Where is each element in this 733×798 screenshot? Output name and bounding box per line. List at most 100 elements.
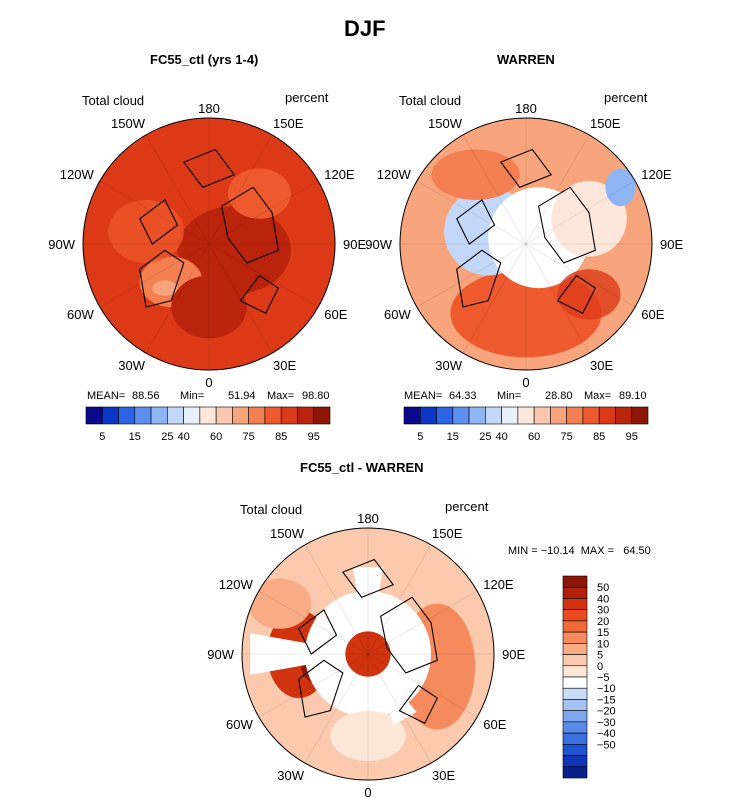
colorbar-box: [101, 406, 119, 425]
panel1-variable-label: Total cloud: [82, 93, 145, 108]
panel1-mean-label: MEAN=: [87, 390, 126, 402]
lon-label-120E: 120E: [483, 577, 514, 592]
panel2-max-label: Max=: [584, 390, 612, 402]
meridian: [525, 180, 636, 245]
lon-label-120W: 120W: [377, 167, 412, 182]
colorbar-tick-label: 5: [417, 431, 423, 443]
colorbar-box: [562, 586, 588, 599]
colorbar-box: [452, 406, 470, 425]
colorbar-box: [562, 687, 588, 700]
colorbar-box: [134, 406, 152, 425]
meridian: [208, 243, 319, 308]
colorbar-box: [264, 406, 282, 425]
panel1-min-value: 51.94: [228, 390, 256, 402]
lon-label-90W: 90W: [207, 647, 234, 662]
field-region: [177, 206, 291, 295]
colorbar-box: [436, 406, 454, 425]
colorbar-box: [562, 609, 588, 622]
colorbar-tick-label: 85: [275, 431, 287, 443]
coastline: [537, 186, 596, 264]
colorbar-tick-label: 10: [597, 638, 609, 650]
field-region: [227, 168, 291, 219]
lon-label-120W: 120W: [60, 167, 95, 182]
meridian: [208, 180, 319, 245]
coastline: [499, 148, 553, 188]
colorbar-tick-label: 30: [597, 605, 609, 617]
colorbar-box: [562, 631, 588, 644]
colorbar-tick-label: 20: [597, 616, 609, 628]
colorbar-box: [85, 406, 103, 425]
colorbar-tick-label: 15: [447, 431, 459, 443]
colorbar-box: [118, 406, 136, 425]
colorbar-box: [562, 598, 588, 610]
lon-label-90W: 90W: [365, 237, 392, 252]
colorbar-box: [183, 406, 201, 425]
colorbar-box: [550, 406, 567, 425]
panel3-field: [242, 528, 494, 780]
colorbar-box: [501, 406, 519, 425]
panel2-field: [400, 118, 652, 370]
colorbar-tick-label: −5: [597, 672, 610, 684]
colorbar-box: [403, 406, 421, 425]
lon-label-150E: 150E: [273, 116, 304, 131]
panel1-max-value: 98.80: [302, 390, 330, 402]
coastline: [182, 148, 236, 188]
panel2-title: WARREN: [497, 52, 555, 67]
panel1-mean-value: 88.56: [132, 390, 160, 402]
lon-label-30E: 30E: [432, 768, 455, 783]
field-region: [345, 631, 391, 677]
meridian: [416, 180, 527, 245]
colorbar-tick-label: 60: [210, 431, 222, 443]
field-region: [551, 181, 627, 257]
colorbar-box: [199, 406, 217, 425]
lon-label-60W: 60W: [226, 717, 253, 732]
colorbar-box: [562, 710, 588, 723]
coastline: [456, 199, 496, 245]
colorbar-box: [167, 406, 184, 425]
lon-label-60W: 60W: [384, 307, 411, 322]
field-region: [330, 710, 406, 762]
panel3-units-label: percent: [445, 499, 489, 514]
colorbar-tick-label: 95: [626, 431, 638, 443]
colorbar-box: [615, 406, 633, 425]
meridian: [525, 243, 590, 354]
colorbar-box: [232, 406, 249, 425]
colorbar-box: [562, 676, 588, 689]
lon-label-150W: 150W: [428, 116, 463, 131]
figure-title: DJF: [344, 16, 386, 41]
colorbar-tick-label: 15: [597, 627, 609, 639]
colorbar-tick-label: 0: [597, 661, 603, 673]
lon-label-60W: 60W: [67, 307, 94, 322]
colorbar-box: [562, 766, 588, 779]
coastline: [556, 274, 597, 315]
lon-label-0: 0: [364, 785, 371, 798]
colorbar-box: [485, 406, 502, 425]
field-region: [171, 275, 247, 339]
colorbar-box: [562, 721, 588, 734]
panel3-title: FC55_ctl - WARREN: [300, 460, 424, 475]
field-region: [152, 280, 178, 296]
panel2-min-label: Min=: [497, 390, 522, 402]
lon-label-30W: 30W: [118, 358, 145, 373]
colorbar-box: [562, 732, 588, 745]
panel2-mean-label: MEAN=: [404, 390, 443, 402]
colorbar-tick-label: 85: [593, 431, 605, 443]
colorbar-tick-label: 5: [99, 431, 105, 443]
meridian: [258, 590, 369, 655]
panel1-units-label: percent: [285, 90, 329, 105]
colorbar-box: [562, 744, 588, 756]
colorbar-tick-label: 40: [597, 593, 609, 605]
lon-label-60E: 60E: [324, 307, 347, 322]
coastline: [298, 609, 338, 655]
lon-label-60E: 60E: [641, 307, 664, 322]
colorbar-tick-label: −10: [597, 683, 616, 695]
lon-label-90E: 90E: [502, 647, 525, 662]
meridian: [258, 653, 369, 718]
meridian: [462, 134, 527, 245]
meridian: [145, 243, 210, 354]
lon-label-150E: 150E: [590, 116, 621, 131]
colorbar-box: [562, 575, 588, 588]
panel1-max-label: Max=: [267, 390, 295, 402]
panel3-variable-label: Total cloud: [240, 502, 303, 517]
